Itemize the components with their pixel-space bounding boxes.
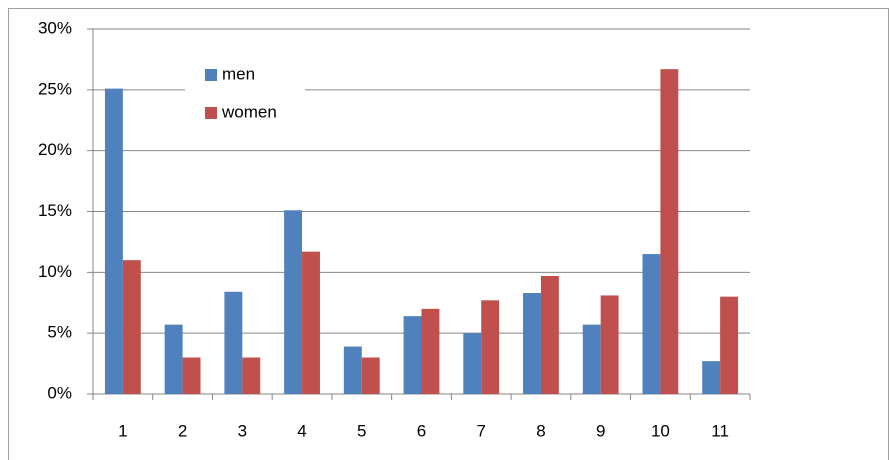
bar bbox=[182, 357, 201, 394]
legend-swatch bbox=[205, 69, 217, 81]
x-tick-label: 7 bbox=[476, 421, 485, 440]
bar bbox=[523, 293, 541, 394]
bar bbox=[104, 88, 123, 394]
x-tick-label: 4 bbox=[297, 421, 306, 440]
y-tick-label: 15% bbox=[38, 201, 72, 220]
bar bbox=[284, 210, 303, 394]
bar bbox=[122, 260, 141, 394]
x-tick-label: 9 bbox=[596, 421, 605, 440]
legend-swatch bbox=[205, 107, 217, 119]
bar bbox=[463, 333, 482, 394]
legend-label: men bbox=[222, 64, 255, 83]
bar bbox=[302, 251, 320, 394]
y-tick-label: 20% bbox=[38, 140, 72, 159]
bar bbox=[403, 316, 422, 394]
bar bbox=[600, 295, 619, 394]
y-tick-label: 5% bbox=[47, 323, 72, 342]
bar bbox=[242, 357, 261, 394]
x-tick-label: 6 bbox=[417, 421, 426, 440]
bar bbox=[540, 275, 559, 394]
bar bbox=[421, 308, 440, 394]
bar bbox=[720, 296, 739, 394]
bar bbox=[343, 346, 362, 394]
x-tick-label: 1 bbox=[118, 421, 127, 440]
x-tick-label: 10 bbox=[651, 421, 670, 440]
bar bbox=[702, 361, 721, 394]
legend-label: women bbox=[221, 102, 277, 121]
y-tick-label: 0% bbox=[47, 383, 72, 402]
y-tick-label: 10% bbox=[38, 262, 72, 281]
bar bbox=[660, 69, 679, 395]
bar bbox=[361, 357, 380, 394]
bar bbox=[481, 300, 500, 394]
bar bbox=[642, 254, 661, 394]
x-tick-label: 11 bbox=[711, 421, 729, 440]
bar bbox=[164, 324, 183, 394]
x-tick-label: 2 bbox=[178, 421, 187, 440]
bar bbox=[582, 324, 601, 394]
x-tick-label: 3 bbox=[238, 421, 247, 440]
y-tick-label: 30% bbox=[38, 18, 72, 37]
x-tick-label: 5 bbox=[357, 421, 366, 440]
bar bbox=[224, 291, 243, 394]
y-tick-label: 25% bbox=[38, 79, 72, 98]
x-tick-label: 8 bbox=[536, 421, 545, 440]
